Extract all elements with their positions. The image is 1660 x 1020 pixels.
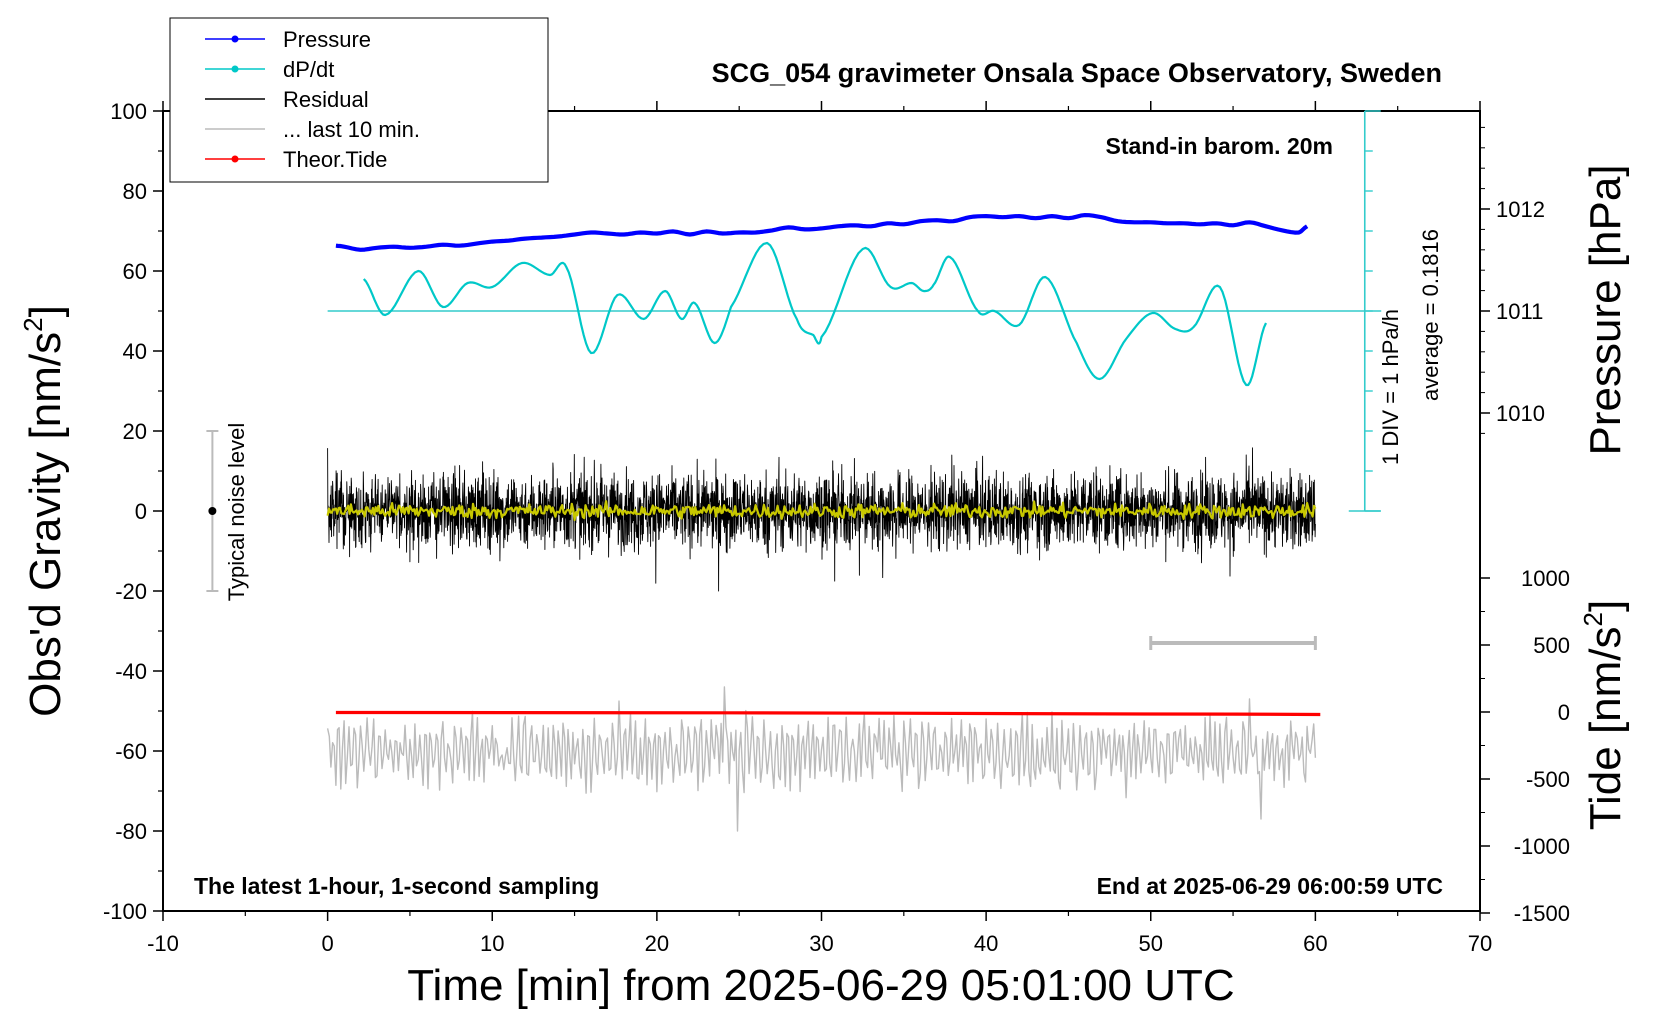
dpdt-line bbox=[362, 241, 1268, 387]
x-tick-label: 50 bbox=[1139, 931, 1163, 956]
series bbox=[326, 110, 1382, 832]
x-tick-label: 20 bbox=[645, 931, 669, 956]
tide-axis-title-end: ] bbox=[1581, 600, 1630, 612]
latest-note: The latest 1-hour, 1-second sampling bbox=[194, 873, 599, 899]
y-axis-title-main: Obs'd Gravity [nm/s bbox=[21, 332, 70, 717]
chart-title: SCG_054 gravimeter Onsala Space Observat… bbox=[712, 58, 1442, 88]
y-tick-label: 60 bbox=[123, 259, 147, 284]
x-tick-label: 0 bbox=[322, 931, 334, 956]
y-tick-label: -20 bbox=[115, 579, 147, 604]
last-10-min-line bbox=[326, 686, 1317, 832]
y-tick-label: -80 bbox=[115, 819, 147, 844]
tide-tick-label: 1000 bbox=[1521, 566, 1570, 591]
end-time-note: End at 2025-06-29 06:00:59 UTC bbox=[1097, 873, 1443, 899]
noise-bar-center-dot bbox=[208, 507, 217, 515]
tide-tick-label: -1500 bbox=[1514, 901, 1570, 926]
y-tick-label: -40 bbox=[115, 659, 147, 684]
legend-label: Theor.Tide bbox=[283, 147, 387, 172]
x-tick-label: 10 bbox=[480, 931, 504, 956]
y-tick-label: -100 bbox=[103, 899, 147, 924]
tide-tick-label: -500 bbox=[1526, 767, 1570, 792]
residual-line bbox=[327, 447, 1316, 592]
x-tick-label: 60 bbox=[1303, 931, 1327, 956]
y-axis-title: Obs'd Gravity [nm/s2] bbox=[18, 305, 70, 717]
legend-swatch-marker bbox=[231, 155, 239, 163]
y-tick-label: 20 bbox=[123, 419, 147, 444]
x-tick-label: 30 bbox=[809, 931, 833, 956]
legend-label: ... last 10 min. bbox=[283, 117, 420, 142]
x-tick-label: 70 bbox=[1468, 931, 1492, 956]
tide-axis-title-main: Tide [nm/s bbox=[1581, 626, 1630, 830]
div-note: 1 DIV = 1 hPa/h bbox=[1378, 309, 1403, 465]
legend: Pressure dP/dt Residual ... last 10 min. The… bbox=[169, 17, 549, 183]
y-tick-label: 100 bbox=[110, 99, 147, 124]
y-tick-label: 0 bbox=[135, 499, 147, 524]
x-tick-label: 40 bbox=[974, 931, 998, 956]
y-tick-label: -60 bbox=[115, 739, 147, 764]
legend-items: Pressure dP/dt Residual ... last 10 min. The… bbox=[205, 27, 420, 172]
x-tick-label: -10 bbox=[147, 931, 179, 956]
pressure-axis-title: Pressure [hPa] bbox=[1581, 164, 1630, 455]
legend-label: Pressure bbox=[283, 27, 371, 52]
noise-level-label: Typical noise level bbox=[224, 423, 249, 602]
pressure-tick-label: 1011 bbox=[1496, 299, 1543, 324]
x-axis-title: Time [min] from 2025-06-29 05:01:00 UTC bbox=[407, 961, 1234, 1010]
pressure-tick-label: 1010 bbox=[1496, 401, 1545, 426]
tide-tick-label: 0 bbox=[1558, 700, 1570, 725]
y-tick-label: 40 bbox=[123, 339, 147, 364]
legend-box bbox=[169, 17, 549, 183]
legend-label: dP/dt bbox=[283, 57, 334, 82]
legend-label: Residual bbox=[283, 87, 369, 112]
pressure-line bbox=[335, 213, 1309, 252]
axes: -10 0 10 20 30 40 50 60 70100806040200-20-40-60-… bbox=[103, 99, 1570, 956]
tide-tick-label: -1000 bbox=[1514, 834, 1570, 859]
tide-axis-title-exp: 2 bbox=[1578, 612, 1608, 626]
residual-smoothed-line bbox=[326, 500, 1317, 522]
barometer-note: Stand-in barom. 20m bbox=[1106, 133, 1333, 159]
legend-swatch-marker bbox=[231, 65, 239, 73]
y-axis-title-exp: 2 bbox=[18, 317, 48, 331]
average-note: average = 0.1816 bbox=[1418, 229, 1443, 401]
legend-swatch-marker bbox=[231, 35, 239, 43]
tide-tick-label: 500 bbox=[1533, 633, 1570, 658]
y-axis-title-end: ] bbox=[21, 305, 70, 317]
tide-axis-title: Tide [nm/s2] bbox=[1578, 600, 1630, 830]
pressure-tick-label: 1012 bbox=[1496, 197, 1545, 222]
theor-tide-line bbox=[335, 710, 1321, 717]
y-tick-label: 80 bbox=[123, 179, 147, 204]
overlays bbox=[206, 430, 1317, 650]
